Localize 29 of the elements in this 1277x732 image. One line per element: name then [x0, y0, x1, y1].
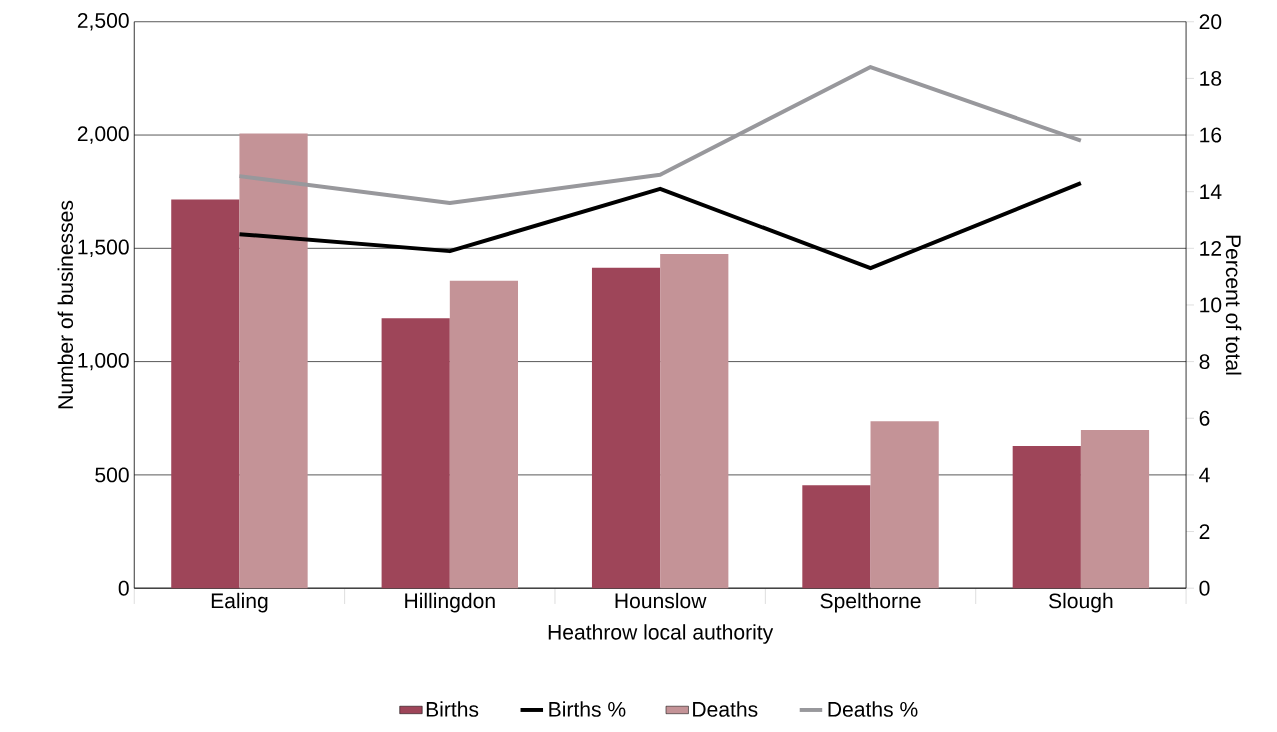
x-tick-label: Ealing [211, 593, 268, 613]
y-tick-label: 2,000 [77, 126, 129, 144]
y2-tick-label: 8 [1199, 354, 1210, 370]
y2-tick-label: 4 [1199, 467, 1210, 483]
x-axis-title: Heathrow local authority [548, 624, 774, 645]
y-tick-label: 500 [95, 467, 129, 483]
y2-axis-title: Percent of total [1225, 236, 1242, 375]
y-tick-label: 1,000 [78, 353, 129, 371]
x-tick-label: Hounslow [615, 593, 707, 609]
legend-label: Deaths [693, 701, 758, 718]
y2-tick-label: 12 [1200, 241, 1222, 256]
legend-label: Births % [549, 701, 626, 718]
y-axis-title: Number of businesses [57, 201, 74, 409]
y2-tick-label: 20 [1199, 14, 1222, 30]
y2-tick-label: 18 [1200, 71, 1222, 87]
y2-tick-label: 16 [1200, 127, 1222, 143]
y-tick-label: 1,500 [78, 239, 129, 258]
y2-tick-label: 2 [1199, 524, 1210, 540]
y2-tick-label: 6 [1199, 411, 1210, 426]
legend-label: Births [426, 701, 479, 718]
y-tick-label: 2,500 [77, 13, 129, 31]
legend-label: Deaths % [828, 701, 918, 718]
x-tick-label: Spelthorne [820, 593, 921, 613]
x-tick-label: Slough [1049, 593, 1113, 613]
y2-tick-label: 14 [1200, 184, 1222, 200]
y2-tick-label: 10 [1200, 297, 1222, 313]
y-tick-label: 0 [118, 580, 129, 596]
x-tick-label: Hillingdon [405, 593, 495, 613]
y2-tick-label: 0 [1199, 580, 1210, 596]
